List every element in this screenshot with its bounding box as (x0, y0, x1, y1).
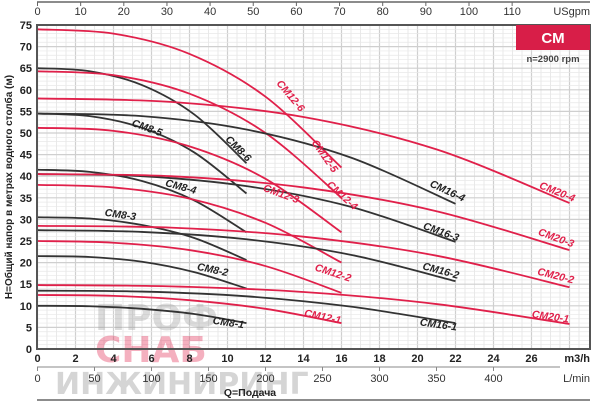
usgpm-tick-label: 80 (377, 6, 389, 18)
usgpm-unit-label: USgpm (553, 6, 590, 18)
grid (36, 24, 590, 350)
lmin-tick-label: 350 (427, 373, 445, 385)
curve-cm20-4 (37, 97, 570, 204)
usgpm-tick-label: 70 (333, 6, 345, 18)
usgpm-tick-label: 0 (34, 6, 40, 18)
lmin-tick-label: 50 (88, 373, 100, 385)
lmin-tick-label: 250 (313, 373, 331, 385)
y-tick-label: 25 (20, 236, 32, 248)
usgpm-tick-label: 10 (75, 6, 87, 18)
curve-label: CM8-1 (212, 315, 245, 331)
lmin-unit-label: L/min (563, 373, 590, 385)
y-axis-label: H=Общий напор в метрах водного столба (м… (3, 75, 15, 299)
x-tick-label: 6 (148, 353, 154, 365)
y-tick-label: 60 (20, 85, 32, 97)
curve-label: CM12-5 (309, 138, 340, 176)
x-tick-label: 26 (525, 353, 537, 365)
lmin-tick-label: 150 (199, 373, 217, 385)
curve-cm8-6 (37, 67, 248, 164)
watermark-logo: ПРОФ СНАБ ИНЖИНИРИНГ (55, 298, 309, 402)
curve-cm12-5 (37, 70, 343, 199)
y-tick-label: 20 (20, 258, 32, 270)
y-tick-label: 0 (26, 344, 32, 356)
series-badge (516, 25, 590, 50)
curve-cm8-2 (37, 255, 247, 290)
curve-cm20-2 (37, 224, 570, 289)
y-tick-label: 30 (20, 214, 32, 226)
curve-label: CM16-1 (419, 316, 458, 333)
y-tick-label: 50 (20, 128, 32, 140)
x-axis-label: Q=Подача (224, 387, 276, 399)
curve-label: CM20-4 (538, 180, 577, 205)
y-tick-label: 45 (20, 150, 32, 162)
curve-cm12-4 (37, 126, 343, 234)
usgpm-tick-label: 40 (204, 6, 216, 18)
curve-cm12-2 (37, 240, 342, 294)
usgpm-tick-label: 30 (161, 6, 173, 18)
curve-label: CM20-1 (531, 308, 570, 325)
curve-cm12-1 (37, 294, 342, 324)
curve-cm12-3 (37, 183, 342, 264)
curve-label: CM12-6 (274, 78, 307, 114)
badge-title: CM (541, 30, 564, 47)
curve-cm8-1 (37, 304, 247, 324)
x-tick-label: 0 (34, 353, 40, 365)
y-tick-label: 15 (20, 279, 32, 291)
curve-cm8-4 (37, 168, 247, 234)
curve-label: CM8-2 (196, 261, 229, 279)
usgpm-tick-label: 90 (420, 6, 432, 18)
y-tick-label: 65 (20, 63, 32, 75)
curve-label: CM12-2 (313, 262, 352, 285)
usgpm-tick-label: 110 (503, 6, 521, 18)
speed-note: n=2900 rpm (526, 54, 579, 65)
usgpm-tick-label: 100 (460, 6, 478, 18)
lmin-tick-label: 400 (484, 373, 502, 385)
x-tick-label: 2 (72, 353, 78, 365)
x-tick-label: 16 (335, 353, 347, 365)
y-tick-label: 75 (20, 20, 32, 32)
curve-cm16-4 (37, 112, 456, 205)
lmin-tick-label: 200 (256, 373, 274, 385)
y-tick-label: 10 (20, 301, 32, 313)
lmin-tick-label: 100 (142, 373, 160, 385)
x-tick-label: 8 (186, 353, 192, 365)
curve-cm20-1 (37, 284, 570, 325)
watermark-line1: ПРОФ (95, 298, 218, 339)
lmin-tick-label: 300 (370, 373, 388, 385)
curve-cm20-3 (37, 173, 570, 251)
y-tick-label: 70 (20, 42, 32, 54)
curve-cm12-6 (37, 28, 343, 169)
x-tick-label: 20 (411, 353, 423, 365)
x-tick-label: 10 (221, 353, 233, 365)
usgpm-tick-label: 60 (290, 6, 302, 18)
curve-cm16-1 (37, 289, 456, 324)
x-tick-label: 18 (373, 353, 385, 365)
watermark-line2: СНАБ (95, 330, 207, 371)
y-tick-label: 5 (26, 322, 32, 334)
usgpm-tick-label: 20 (118, 6, 130, 18)
x-tick-label: 24 (487, 353, 500, 365)
x-tick-label: 4 (110, 353, 117, 365)
usgpm-tick-label: 50 (247, 6, 259, 18)
x-unit-label: m3/h (564, 353, 590, 365)
curve-cm8-3 (37, 216, 247, 261)
y-tick-label: 40 (20, 171, 32, 183)
watermark-line3: ИНЖИНИРИНГ (55, 367, 309, 402)
plot-frame (36, 24, 591, 350)
y-tick-label: 55 (20, 106, 32, 118)
curve-label: CM8-3 (104, 207, 137, 223)
lmin-tick-label: 0 (34, 373, 40, 385)
x-tick-label: 22 (449, 353, 461, 365)
y-tick-label: 35 (20, 193, 32, 205)
x-tick-label: 12 (259, 353, 271, 365)
x-tick-label: 14 (297, 353, 310, 365)
curve-cm16-2 (37, 229, 456, 283)
curves (37, 28, 570, 325)
